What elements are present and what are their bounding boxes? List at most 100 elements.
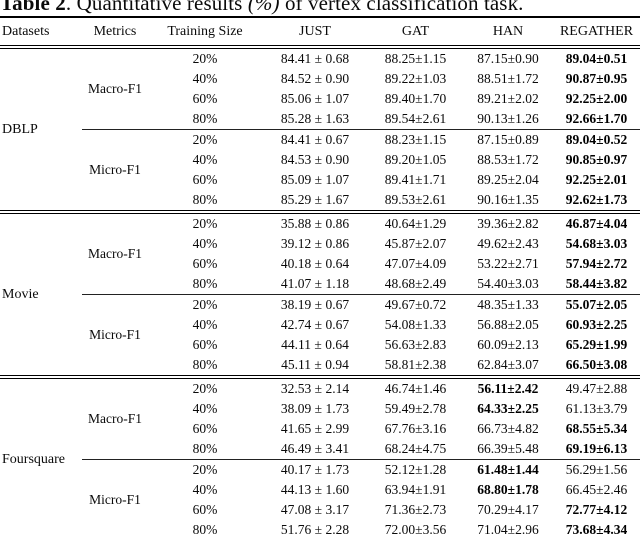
value-cell: 38.09 ± 1.73 xyxy=(280,401,350,416)
value-cell: 88.53±1.72 xyxy=(477,152,539,167)
table-row: 40% 84.52 ± 0.90 89.22±1.03 88.51±1.72 90.87… xyxy=(0,69,640,89)
value-cell: 72.00±3.56 xyxy=(384,522,447,536)
value-cell: 38.19 ± 0.67 xyxy=(262,294,368,315)
metric-cell: Micro-F1 xyxy=(82,129,148,212)
value-cell: 49.67±0.72 xyxy=(368,294,463,315)
value-cell: 67.76±3.16 xyxy=(384,421,447,436)
training-size-cell: 20% xyxy=(192,51,218,66)
value-cell: 64.33±2.25 xyxy=(477,401,539,416)
value-cell: 87.15±0.89 xyxy=(463,129,553,150)
table-row: 40% 39.12 ± 0.86 45.87±2.07 49.62±2.43 54.68… xyxy=(0,234,640,254)
value-cell: 90.16±1.35 xyxy=(477,192,539,207)
results-table-header: Datasets Metrics Training Size JUST GAT … xyxy=(0,17,640,49)
table-row: 80% 85.29 ± 1.67 89.53±2.61 90.16±1.35 92.62… xyxy=(0,190,640,212)
value-cell: 88.51±1.72 xyxy=(477,71,539,86)
metric-cell: Micro-F1 xyxy=(82,294,148,377)
table-caption: Table 2. Quantitative results (%) of ver… xyxy=(0,0,640,15)
value-cell: 89.04±0.52 xyxy=(553,129,640,150)
value-cell: 84.52 ± 0.90 xyxy=(280,71,350,86)
value-cell: 85.29 ± 1.67 xyxy=(280,192,350,207)
value-cell: 40.17 ± 1.73 xyxy=(262,459,368,480)
dataset-section: Movie Macro-F1 20% 35.88 ± 0.86 40.64±1.29 39… xyxy=(0,210,640,377)
value-cell: 90.85±0.97 xyxy=(565,152,628,167)
value-cell: 87.15±0.90 xyxy=(477,51,539,66)
value-cell: 49.47±2.88 xyxy=(553,375,640,399)
table-row: 80% 41.07 ± 1.18 48.68±2.49 54.40±3.03 58.44… xyxy=(0,274,640,295)
table-row: 80% 46.49 ± 3.41 68.24±4.75 66.39±5.48 69.19… xyxy=(0,439,640,460)
table-row: Foursquare Macro-F1 20% 32.53 ± 2.14 46.74±1… xyxy=(0,375,640,536)
table-row: 80% 45.11 ± 0.94 58.81±2.38 62.84±3.07 66.50… xyxy=(0,355,640,377)
value-cell: 71.36±2.73 xyxy=(384,502,447,517)
value-cell: 48.35±1.33 xyxy=(463,294,553,315)
value-cell: 61.48±1.44 xyxy=(463,459,553,480)
value-cell: 65.29±1.99 xyxy=(565,337,628,352)
value-cell: 66.73±4.82 xyxy=(477,421,539,436)
table-row: 80% 85.28 ± 1.63 89.54±2.61 90.13±1.26 92.66… xyxy=(0,109,640,130)
value-cell: 57.94±2.72 xyxy=(565,256,628,271)
table-caption-percent: (%) xyxy=(247,0,280,15)
table-caption-suffix: of vertex classification task. xyxy=(279,0,524,15)
col-header-training-size: Training Size xyxy=(148,17,262,49)
table-row: 60% 41.65 ± 2.99 67.76±3.16 66.73±4.82 68.55… xyxy=(0,419,640,439)
value-cell: 60.09±2.13 xyxy=(477,337,539,352)
value-cell: 46.74±1.46 xyxy=(368,375,463,399)
value-cell: 66.39±5.48 xyxy=(477,441,539,456)
value-cell: 84.53 ± 0.90 xyxy=(280,152,350,167)
value-cell: 46.87±4.04 xyxy=(553,210,640,234)
training-size-cell: 40% xyxy=(192,401,218,416)
value-cell: 53.22±2.71 xyxy=(477,256,539,271)
training-size-cell: 80% xyxy=(192,111,218,126)
value-cell: 41.65 ± 2.99 xyxy=(280,421,350,436)
value-cell: 51.76 ± 2.28 xyxy=(280,522,350,536)
value-cell: 54.68±3.03 xyxy=(565,236,628,251)
value-cell: 44.13 ± 1.60 xyxy=(280,482,350,497)
value-cell: 56.11±2.42 xyxy=(463,375,553,399)
training-size-cell: 60% xyxy=(192,91,218,106)
training-size-cell: 40% xyxy=(192,236,218,251)
training-size-cell: 80% xyxy=(192,522,218,536)
col-header-metrics: Metrics xyxy=(82,17,148,49)
table-row: 40% 84.53 ± 0.90 89.20±1.05 88.53±1.72 90.85… xyxy=(0,150,640,170)
value-cell: 52.12±1.28 xyxy=(368,459,463,480)
value-cell: 89.54±2.61 xyxy=(384,111,447,126)
training-size-cell: 20% xyxy=(148,459,262,480)
value-cell: 66.45±2.46 xyxy=(565,482,628,497)
value-cell: 56.88±2.05 xyxy=(477,317,539,332)
table-row: Micro-F1 20% 38.19 ± 0.67 49.67±0.72 48.35±1… xyxy=(0,294,640,377)
table-caption-mid: . Quantitative results xyxy=(65,0,248,15)
value-cell: 40.64±1.29 xyxy=(368,210,463,234)
value-cell: 89.22±1.03 xyxy=(384,71,447,86)
value-cell: 92.62±1.73 xyxy=(565,192,628,207)
metric-cell: Micro-F1 xyxy=(82,459,148,536)
value-cell: 46.49 ± 3.41 xyxy=(280,441,350,456)
value-cell: 70.29±4.17 xyxy=(477,502,539,517)
metric-cell: Macro-F1 xyxy=(82,210,148,295)
value-cell: 68.80±1.78 xyxy=(477,482,539,497)
training-size-cell: 60% xyxy=(192,337,218,352)
value-cell: 89.04±0.51 xyxy=(565,51,628,66)
value-cell: 84.41 ± 0.67 xyxy=(262,129,368,150)
table-caption-label: Table 2 xyxy=(0,0,66,15)
value-cell: 71.04±2.96 xyxy=(477,522,539,536)
value-cell: 41.07 ± 1.18 xyxy=(280,276,350,291)
training-size-cell: 40% xyxy=(192,317,218,332)
training-size-cell: 20% xyxy=(148,294,262,315)
value-cell: 59.49±2.78 xyxy=(384,401,447,416)
value-cell: 90.87±0.95 xyxy=(565,71,628,86)
header-row: Datasets Metrics Training Size JUST GAT … xyxy=(0,17,640,49)
value-cell: 60.93±2.25 xyxy=(565,317,628,332)
training-size-cell: 60% xyxy=(192,256,218,271)
training-size-cell: 80% xyxy=(192,357,218,372)
table-row: 40% 42.74 ± 0.67 54.08±1.33 56.88±2.05 60.93… xyxy=(0,315,640,335)
value-cell: 45.87±2.07 xyxy=(384,236,447,251)
value-cell: 68.24±4.75 xyxy=(384,441,447,456)
table-row: 60% 44.11 ± 0.64 56.63±2.83 60.09±2.13 65.29… xyxy=(0,335,640,355)
training-size-cell: 40% xyxy=(192,71,218,86)
value-cell: 39.36±2.82 xyxy=(463,210,553,234)
col-header-gat: GAT xyxy=(368,17,463,49)
value-cell: 39.12 ± 0.86 xyxy=(280,236,350,251)
training-size-cell: 40% xyxy=(192,482,218,497)
value-cell: 56.63±2.83 xyxy=(384,337,447,352)
value-cell: 92.66±1.70 xyxy=(565,111,628,126)
